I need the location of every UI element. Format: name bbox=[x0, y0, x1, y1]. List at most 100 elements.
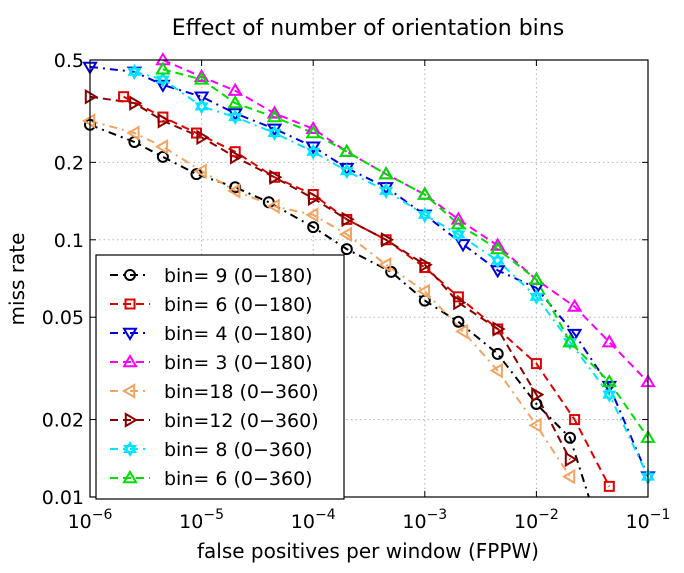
legend-box bbox=[95, 254, 345, 500]
data-point bbox=[489, 241, 506, 255]
legend-marker bbox=[122, 383, 136, 399]
data-point bbox=[126, 125, 140, 141]
data-point bbox=[155, 71, 170, 88]
data-point bbox=[266, 109, 283, 123]
data-point bbox=[379, 182, 394, 199]
data-point bbox=[269, 169, 283, 186]
legend-item: bin= 8 (0−360) bbox=[110, 439, 313, 461]
data-point bbox=[340, 243, 353, 256]
data-point bbox=[154, 138, 169, 155]
data-point bbox=[157, 113, 171, 129]
data-point bbox=[562, 334, 578, 348]
y-tick-label: 0.02 bbox=[42, 410, 84, 432]
data-point bbox=[566, 298, 583, 312]
y-axis-ticks: 0.5 0.2 0.1 0.05 0.02 0.01 bbox=[42, 50, 648, 509]
data-point bbox=[267, 125, 282, 142]
data-point bbox=[308, 190, 322, 207]
x-axis-ticks: 10−6 10−5 10−4 10−3 10−2 10−1 bbox=[68, 60, 671, 533]
data-point bbox=[305, 125, 321, 139]
series-line-6 bbox=[90, 95, 571, 460]
x-tick-label: 10−5 bbox=[179, 507, 224, 533]
data-point bbox=[489, 362, 503, 379]
data-point bbox=[84, 88, 98, 105]
data-point bbox=[603, 480, 615, 492]
legend-item: bin= 3 (0−180) bbox=[110, 352, 313, 374]
data-point bbox=[453, 294, 467, 311]
legend-marker bbox=[122, 470, 138, 484]
x-tick-label: 10−3 bbox=[402, 507, 447, 533]
legend-label: bin= 9 (0−180) bbox=[164, 265, 313, 287]
legend-label: bin= 3 (0−180) bbox=[164, 352, 313, 374]
data-point bbox=[602, 386, 617, 403]
data-point bbox=[416, 283, 430, 300]
data-point bbox=[339, 143, 355, 157]
plot-frame bbox=[89, 59, 649, 498]
x-tick-label: 10−2 bbox=[514, 507, 559, 533]
legend-marker bbox=[124, 412, 138, 428]
data-point bbox=[492, 321, 506, 337]
series-line-5 bbox=[90, 119, 571, 478]
data-point bbox=[451, 226, 466, 243]
data-point bbox=[378, 166, 394, 180]
data-point bbox=[129, 95, 143, 111]
data-point bbox=[305, 207, 319, 223]
data-point bbox=[338, 226, 352, 243]
legend-label: bin=18 (0−360) bbox=[164, 381, 319, 403]
data-point bbox=[156, 150, 169, 163]
x-tick-label: 10−4 bbox=[291, 507, 336, 533]
data-point bbox=[194, 98, 209, 115]
series-line-2 bbox=[123, 95, 611, 487]
chart-title: Effect of number of orientation bins bbox=[172, 16, 564, 41]
legend-label: bin= 8 (0−360) bbox=[164, 439, 313, 461]
data-point bbox=[491, 347, 504, 360]
data-point bbox=[450, 216, 467, 230]
data-point bbox=[227, 82, 243, 96]
x-tick-label: 10−6 bbox=[68, 507, 113, 533]
data-point bbox=[566, 328, 583, 343]
data-point bbox=[266, 198, 280, 215]
legend-item: bin=12 (0−360) bbox=[110, 410, 319, 432]
legend-item: bin=18 (0−360) bbox=[110, 381, 319, 403]
legend-marker bbox=[123, 441, 137, 457]
x-tick-label: 10−1 bbox=[626, 507, 671, 533]
plot-series bbox=[90, 60, 648, 497]
data-point bbox=[266, 105, 283, 119]
data-point bbox=[228, 109, 243, 126]
y-tick-label: 0.1 bbox=[54, 230, 84, 252]
y-axis-label: miss rate bbox=[5, 233, 29, 326]
data-point bbox=[455, 323, 469, 340]
data-point bbox=[489, 237, 506, 251]
data-point bbox=[196, 129, 210, 146]
data-point bbox=[528, 271, 545, 285]
data-point bbox=[529, 288, 544, 305]
data-point bbox=[380, 232, 395, 248]
legend-label: bin= 4 (0−180) bbox=[164, 323, 313, 345]
data-point bbox=[450, 211, 467, 225]
data-point bbox=[307, 221, 320, 234]
data-point bbox=[305, 120, 321, 135]
legend-label: bin=12 (0−360) bbox=[164, 410, 319, 432]
data-point bbox=[341, 211, 355, 228]
data-point bbox=[601, 374, 618, 388]
data-point bbox=[452, 315, 465, 328]
legend-item: bin= 6 (0−180) bbox=[110, 294, 313, 316]
data-point bbox=[530, 358, 542, 370]
series-line-1 bbox=[90, 123, 590, 497]
data-point bbox=[562, 468, 576, 485]
data-point bbox=[155, 79, 171, 93]
data-point bbox=[82, 113, 96, 129]
legend-item: bin= 4 (0−180) bbox=[110, 323, 313, 345]
data-point bbox=[193, 68, 210, 83]
data-point bbox=[419, 256, 433, 273]
data-point bbox=[227, 183, 241, 199]
data-point bbox=[490, 252, 505, 269]
series-line-7 bbox=[134, 70, 648, 478]
legend-label: bin= 6 (0−180) bbox=[164, 294, 313, 316]
legend: bin= 9 (0−180) bin= 6 (0−180) bin= 4 (0−18… bbox=[95, 254, 345, 500]
series-line-3 bbox=[90, 65, 648, 477]
data-point bbox=[305, 141, 321, 155]
data-point bbox=[564, 451, 578, 468]
legend-item: bin= 6 (0−360) bbox=[110, 468, 313, 490]
data-point bbox=[563, 431, 576, 444]
